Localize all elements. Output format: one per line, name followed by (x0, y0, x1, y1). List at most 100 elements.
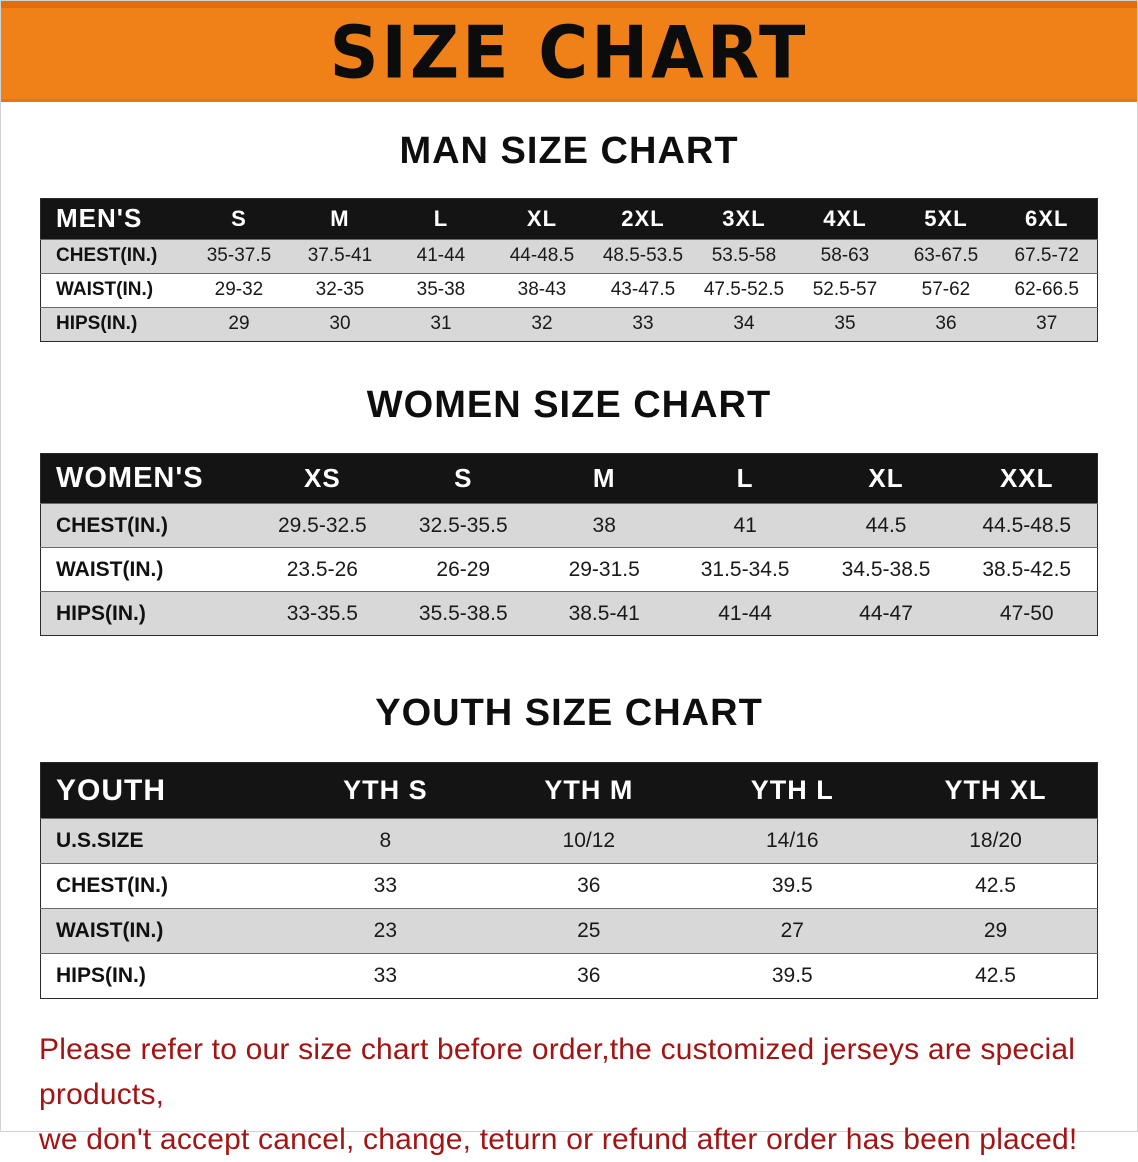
row-label: HIPS(IN.) (56, 601, 146, 625)
women-heading: WOMEN SIZE CHART (366, 383, 772, 426)
disclaimer-line-1: Please refer to our size chart before or… (39, 1033, 1076, 1112)
size-column-header: XL (815, 453, 957, 504)
table-corner-label: MEN'S (40, 198, 189, 240)
page-title: SIZE CHART (329, 11, 809, 96)
row-label: WAIST(IN.) (56, 279, 154, 301)
table-cell: 35 (834, 313, 856, 335)
size-column-header: 3XL (693, 198, 795, 240)
table-cell: 42.5 (975, 964, 1016, 988)
size-column-header: XL (491, 198, 593, 240)
row-label: CHEST(IN.) (56, 513, 168, 537)
women-section: WOMEN SIZE CHART WOMEN'S XS S M L XL XXL CHEST(… (1, 384, 1137, 637)
banner: SIZE CHART (1, 1, 1137, 102)
size-column-header: M (533, 453, 675, 504)
table-row: CHEST(IN.) 33 36 39.5 42.5 (40, 863, 1098, 909)
table-cell: 25 (577, 919, 601, 943)
table-cell: 27 (780, 919, 804, 943)
table-corner-label: YOUTH (40, 762, 284, 819)
table-row: U.S.SIZE 8 10/12 14/16 18/20 (40, 818, 1098, 864)
table-cell: 36 (577, 874, 601, 898)
table-cell: 36 (935, 313, 957, 335)
size-column-header: 6XL (996, 198, 1098, 240)
table-row: HIPS(IN.) 29 30 31 32 33 34 35 36 37 (40, 307, 1098, 342)
table-cell: 32-35 (315, 279, 365, 301)
table-cell: 58-63 (820, 245, 870, 267)
table-header-row: MEN'S S M L XL 2XL 3XL 4XL 5XL 6XL (40, 198, 1098, 240)
table-cell: 32 (531, 313, 553, 335)
size-column-header: YTH M (487, 762, 691, 819)
table-cell: 44.5 (865, 513, 907, 537)
table-cell: 35-37.5 (206, 245, 272, 267)
row-label: U.S.SIZE (56, 829, 144, 853)
row-label: CHEST(IN.) (56, 245, 158, 267)
table-cell: 44-48.5 (509, 245, 575, 267)
table-row: WAIST(IN.) 23 25 27 29 (40, 908, 1098, 954)
youth-section: YOUTH SIZE CHART YOUTH YTH S YTH M YTH L YTH… (1, 692, 1137, 1000)
table-cell: 67.5-72 (1014, 245, 1079, 267)
table-row: HIPS(IN.) 33-35.5 35.5-38.5 38.5-41 41-44 44-… (40, 591, 1098, 636)
size-column-header: XXL (956, 453, 1098, 504)
table-cell: 33 (632, 313, 654, 335)
table-cell: 42.5 (975, 874, 1016, 898)
table-row: WAIST(IN.) 29-32 32-35 35-38 38-43 43-47.5 47.… (40, 273, 1098, 308)
table-header-row: YOUTH YTH S YTH M YTH L YTH XL (40, 762, 1098, 819)
table-cell: 35.5-38.5 (418, 601, 508, 625)
table-cell: 62-66.5 (1014, 279, 1079, 301)
size-column-header: YTH L (690, 762, 895, 819)
youth-heading: YOUTH SIZE CHART (375, 692, 763, 735)
table-corner-label: WOMEN'S (40, 453, 252, 504)
table-row: HIPS(IN.) 33 36 39.5 42.5 (40, 953, 1098, 999)
size-column-header: L (390, 198, 492, 240)
table-cell: 18/20 (969, 829, 1022, 853)
table-cell: 37 (1036, 313, 1058, 335)
table-cell: 38-43 (517, 279, 567, 301)
disclaimer-line-2: we don't accept cancel, change, teturn o… (39, 1123, 1078, 1157)
table-cell: 47-50 (999, 601, 1054, 625)
table-cell: 41-44 (416, 245, 466, 267)
disclaimer: Please refer to our size chart before or… (39, 1027, 1099, 1162)
table-cell: 38 (592, 513, 616, 537)
men-heading: MAN SIZE CHART (399, 130, 739, 172)
table-cell: 38.5-42.5 (982, 557, 1072, 581)
size-column-header: 5XL (895, 198, 997, 240)
table-cell: 32.5-35.5 (418, 513, 508, 537)
size-column-header: XS (251, 453, 393, 504)
row-label: WAIST(IN.) (56, 557, 164, 581)
table-cell: 33 (373, 964, 398, 988)
youth-size-table: YOUTH YTH S YTH M YTH L YTH XL U.S.SIZE 8 10/12… (40, 762, 1098, 1000)
table-cell: 31 (430, 313, 452, 335)
table-cell: 34.5-38.5 (841, 557, 931, 581)
size-column-header: 4XL (794, 198, 896, 240)
table-cell: 39.5 (771, 874, 813, 898)
table-row: CHEST(IN.) 35-37.5 37.5-41 41-44 44-48.5 48.5… (40, 239, 1098, 274)
table-cell: 36 (577, 964, 601, 988)
size-column-header: 2XL (592, 198, 694, 240)
table-cell: 35-38 (416, 279, 466, 301)
table-cell: 14/16 (766, 829, 819, 853)
table-cell: 10/12 (562, 829, 616, 853)
table-cell: 38.5-41 (568, 601, 640, 625)
table-header-row: WOMEN'S XS S M L XL XXL (40, 453, 1098, 504)
table-cell: 33 (373, 874, 398, 898)
row-label: HIPS(IN.) (56, 964, 146, 988)
table-cell: 37.5-41 (307, 245, 373, 267)
table-cell: 29-32 (214, 279, 264, 301)
table-cell: 41-44 (718, 601, 772, 625)
table-cell: 57-62 (921, 279, 971, 301)
row-label: HIPS(IN.) (56, 313, 138, 335)
table-cell: 44.5-48.5 (982, 513, 1072, 537)
table-cell: 47.5-52.5 (703, 279, 785, 301)
table-cell: 23.5-26 (286, 557, 358, 581)
size-column-header: YTH XL (894, 762, 1098, 819)
size-column-header: S (392, 453, 534, 504)
table-cell: 39.5 (771, 964, 813, 988)
table-cell: 29 (983, 919, 1008, 943)
table-cell: 8 (379, 829, 392, 853)
table-cell: 31.5-34.5 (700, 557, 790, 581)
table-cell: 43-47.5 (610, 279, 676, 301)
table-cell: 52.5-57 (812, 279, 878, 301)
table-cell: 63-67.5 (913, 245, 979, 267)
men-size-table: MEN'S S M L XL 2XL 3XL 4XL 5XL 6XL CHEST(IN.) 35-37… (40, 197, 1098, 342)
table-cell: 41 (733, 513, 757, 537)
